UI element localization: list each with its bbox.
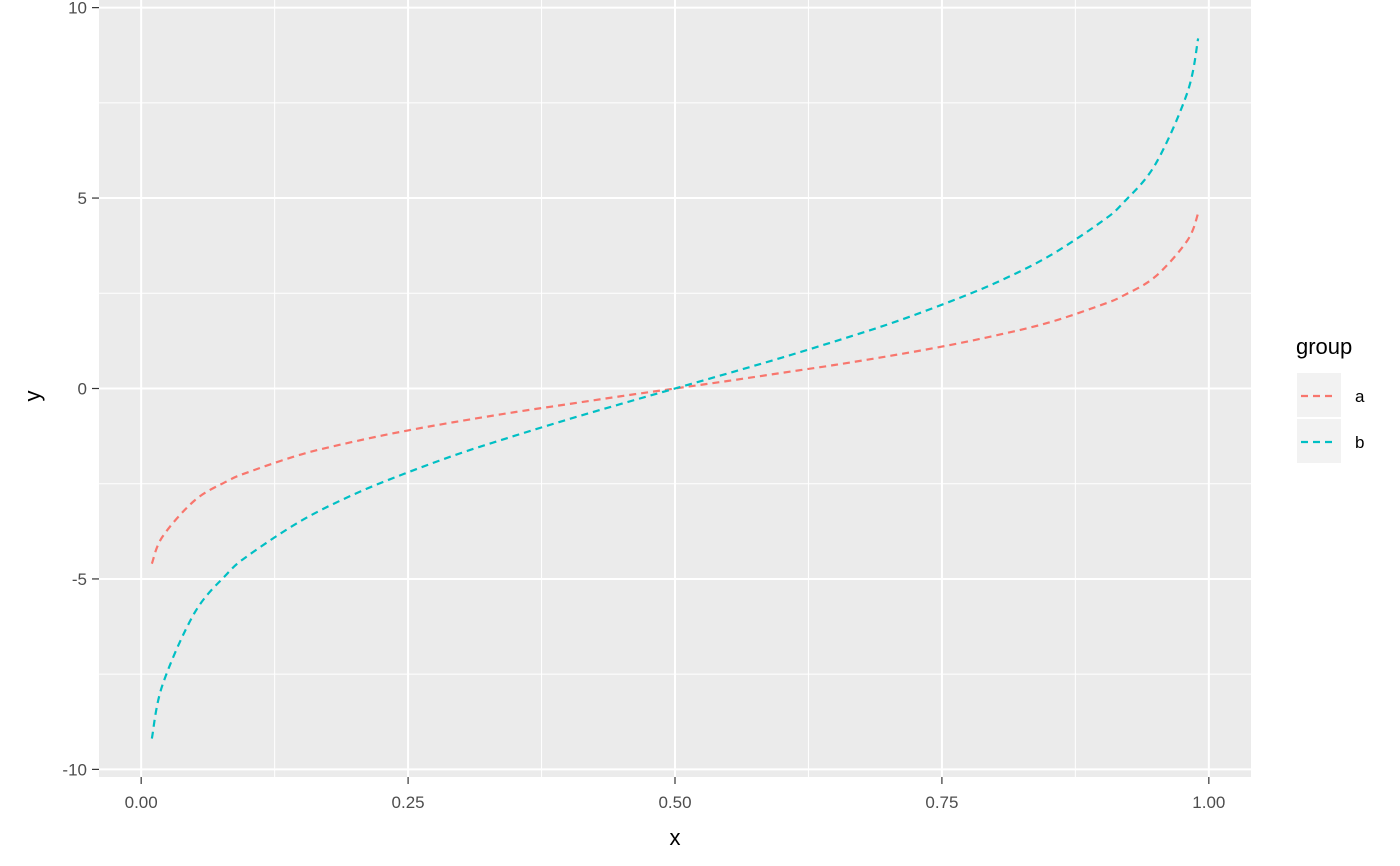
series-layer [150,38,1200,739]
series-line-b [150,38,1200,739]
x-tick-label: 0.50 [658,793,691,812]
y-tick-label: -5 [72,570,87,589]
x-tick-label: 0.75 [925,793,958,812]
y-tick-label: 0 [78,380,87,399]
legend: group ab [1296,334,1365,463]
legend-label-b: b [1355,433,1364,452]
x-tick-label: 0.00 [125,793,158,812]
y-tick-label: 10 [68,0,87,18]
x-tick-label: 1.00 [1192,793,1225,812]
series-line-a [150,212,1200,565]
y-tick-label: 5 [78,189,87,208]
y-tick-label: -10 [62,760,87,779]
y-axis-title: y [20,391,45,402]
y-axis-ticks: -10 -5 0 5 10 [62,0,99,779]
legend-label-a: a [1355,387,1365,406]
x-tick-label: 0.25 [392,793,425,812]
x-axis-title: x [670,825,681,850]
legend-items: ab [1297,373,1365,463]
legend-title: group [1296,334,1352,359]
x-axis-ticks: 0.00 0.25 0.50 0.75 1.00 [125,777,1225,812]
